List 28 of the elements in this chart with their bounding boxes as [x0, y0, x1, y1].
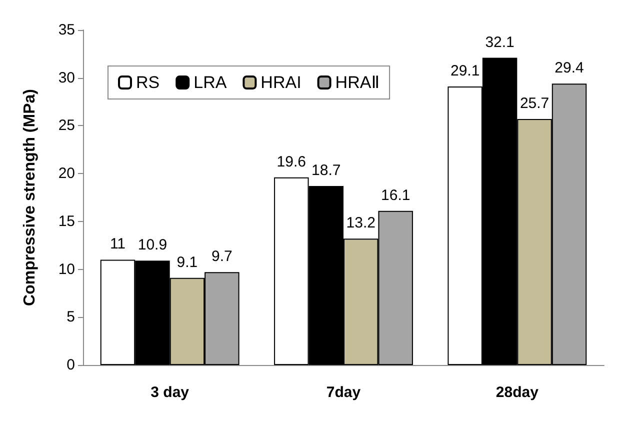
y-tick-label: 10 — [58, 260, 75, 278]
legend-label: HRAI — [260, 73, 302, 92]
x-tick-label: 28day — [496, 384, 540, 401]
data-label: 18.7 — [312, 162, 341, 180]
y-tick-label: 25 — [58, 117, 75, 134]
data-label: 29.1 — [450, 62, 480, 80]
data-label: 13.2 — [346, 214, 376, 232]
y-tick-label: 30 — [58, 69, 75, 86]
x-tick-label: 7day — [326, 384, 362, 401]
y-axis-title: Compressive strength (MPa) — [22, 89, 38, 306]
data-label: 29.4 — [554, 60, 584, 77]
data-label: 9.1 — [176, 254, 198, 271]
data-label: 19.6 — [276, 153, 306, 170]
x-tick-label: 3 day — [150, 384, 190, 401]
legend-label: HRAⅡ — [335, 73, 380, 92]
y-tick-label: 0 — [66, 356, 75, 374]
y-tick-label: 5 — [66, 308, 75, 326]
data-label: 10.9 — [138, 236, 168, 254]
legend-label: RS — [136, 73, 160, 92]
y-tick-label: 15 — [58, 212, 75, 230]
y-tick-label: 20 — [58, 165, 75, 182]
data-label: 11 — [110, 236, 126, 253]
data-label: 32.1 — [485, 34, 514, 51]
y-tick-label: 35 — [58, 22, 75, 38]
data-label: 9.7 — [212, 248, 232, 266]
legend-label: LRA — [194, 73, 228, 92]
data-label: 25.7 — [520, 95, 550, 112]
data-label: 16.1 — [381, 186, 410, 204]
